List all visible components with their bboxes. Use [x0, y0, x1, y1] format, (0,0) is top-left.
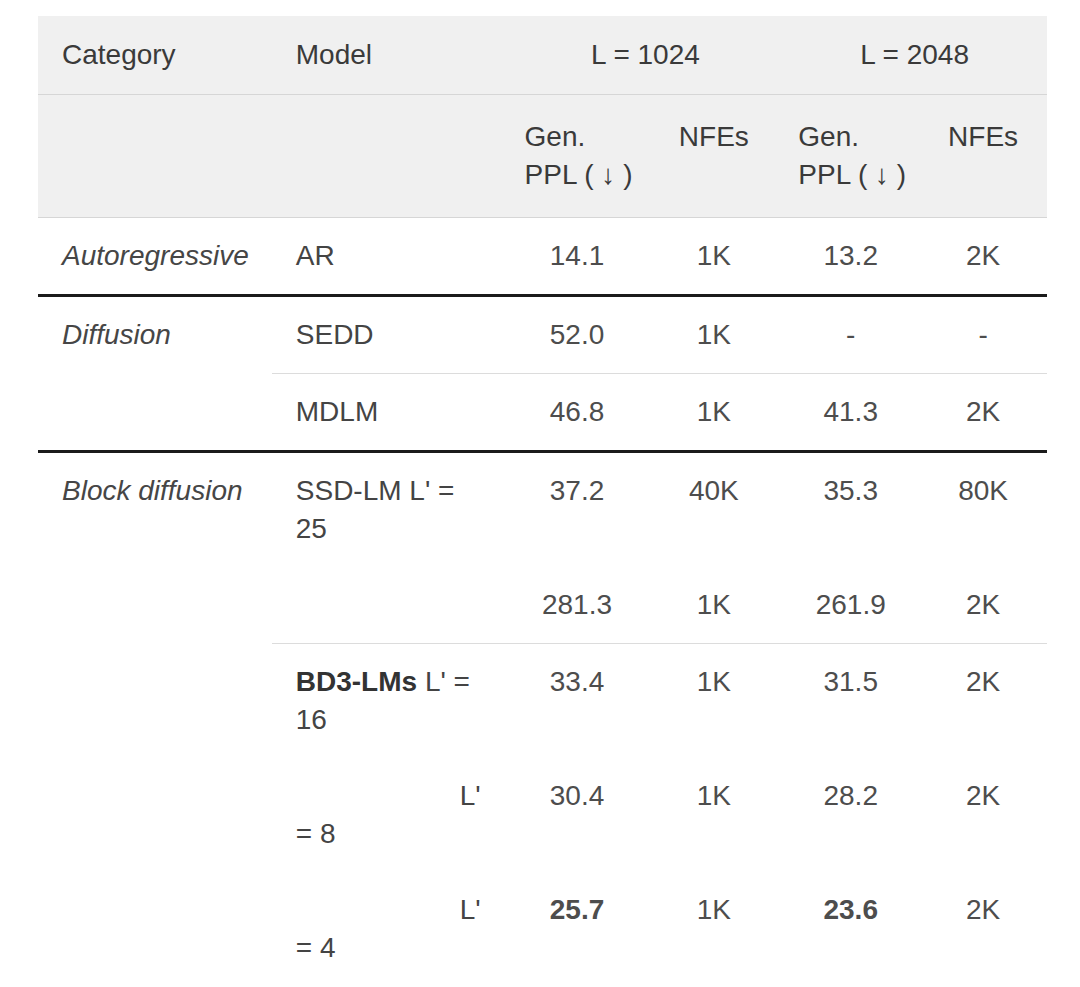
- header-category: Category: [38, 16, 272, 94]
- benchmark-table: Category Model L = 1024 L = 2048 Gen. PP…: [38, 16, 1047, 986]
- model-line: AR: [296, 237, 481, 275]
- model-name-text: = 8: [296, 818, 336, 849]
- header-group-l2048: L = 2048: [782, 16, 1047, 94]
- nfes-value: 40K: [645, 453, 782, 567]
- model-cell: SEDD: [272, 297, 509, 373]
- gen-ppl-value: -: [782, 297, 919, 373]
- category-cell: [38, 872, 272, 986]
- gen-ppl-value: 30.4: [509, 758, 646, 872]
- gen-ppl-value: 33.4: [509, 643, 646, 758]
- model-name-text: L': [460, 894, 481, 925]
- header-gen-ppl-line1: Gen.: [525, 118, 646, 156]
- gen-ppl-value: 41.3: [782, 373, 919, 450]
- header-model: Model: [272, 16, 509, 94]
- nfes-value: 1K: [645, 758, 782, 872]
- gen-ppl-value: 23.6: [782, 872, 919, 986]
- table-row: MDLM 46.81K41.32K: [38, 373, 1047, 450]
- nfes-value: 2K: [919, 567, 1047, 643]
- category-cell: [38, 567, 272, 643]
- gen-ppl-value: 37.2: [509, 453, 646, 567]
- nfes-value: 1K: [645, 297, 782, 373]
- model-cell: AR: [272, 218, 509, 294]
- header-spacer: [272, 95, 509, 217]
- model-name-text: 16: [296, 704, 327, 735]
- model-line: MDLM: [296, 393, 481, 431]
- model-cell: MDLM: [272, 373, 509, 450]
- header-row-groups: Category Model L = 1024 L = 2048: [38, 16, 1047, 95]
- header-nfes-1: NFEs: [645, 95, 782, 217]
- nfes-value: 1K: [645, 218, 782, 294]
- model-cell: [272, 567, 509, 643]
- table-row: L' = 8 30.41K28.22K: [38, 758, 1047, 872]
- header-gen-ppl-line2: PPL ( ↓ ): [798, 156, 919, 194]
- header-gen-ppl-1: Gen. PPL ( ↓ ): [509, 95, 646, 217]
- gen-ppl-value: 281.3: [509, 567, 646, 643]
- nfes-value: 2K: [919, 218, 1047, 294]
- model-cell: SSD-LM L' = 25: [272, 453, 509, 567]
- gen-ppl-value: 35.3: [782, 453, 919, 567]
- model-line: BD3-LMs L' =: [296, 663, 481, 701]
- gen-ppl-value: 25.7: [509, 872, 646, 986]
- category-cell: [38, 758, 272, 872]
- model-line: L': [296, 777, 481, 815]
- model-name-text: SEDD: [296, 319, 374, 350]
- header-group-l1024: L = 1024: [509, 16, 783, 94]
- category-cell: [38, 373, 272, 450]
- table-row: Block diffusion SSD-LM L' = 25 37.240K35.38…: [38, 450, 1047, 567]
- gen-ppl-value: 13.2: [782, 218, 919, 294]
- header-nfes-2: NFEs: [919, 95, 1047, 217]
- table-row: L' = 4 25.71K23.62K: [38, 872, 1047, 986]
- nfes-value: 1K: [645, 872, 782, 986]
- gen-ppl-value: 31.5: [782, 643, 919, 758]
- nfes-value: 1K: [645, 373, 782, 450]
- category-cell: [38, 643, 272, 758]
- nfes-value: -: [919, 297, 1047, 373]
- table-row: BD3-LMs L' =1633.41K31.52K: [38, 643, 1047, 758]
- model-line: L': [296, 891, 481, 929]
- nfes-value: 80K: [919, 453, 1047, 567]
- model-line: = 4: [296, 929, 481, 967]
- table-row: 281.31K261.92K: [38, 567, 1047, 643]
- model-name-text: 25: [296, 513, 327, 544]
- category-cell: Block diffusion: [38, 453, 272, 567]
- gen-ppl-value: 14.1: [509, 218, 646, 294]
- model-name-text: AR: [296, 240, 335, 271]
- gen-ppl-value: 46.8: [509, 373, 646, 450]
- model-cell: BD3-LMs L' =16: [272, 643, 509, 758]
- nfes-value: 2K: [919, 643, 1047, 758]
- page: Category Model L = 1024 L = 2048 Gen. PP…: [0, 0, 1080, 987]
- table-body: AutoregressiveAR14.11K13.22KDiffusionSED…: [38, 218, 1047, 986]
- model-line: 16: [296, 701, 481, 739]
- header-row-subcolumns: Gen. PPL ( ↓ ) NFEs Gen. PPL ( ↓ ) NFEs: [38, 95, 1047, 217]
- model-line: = 8: [296, 815, 481, 853]
- model-name-text: SSD-LM L' =: [296, 475, 455, 506]
- model-name-text: L' =: [417, 666, 470, 697]
- model-line: SEDD: [296, 316, 481, 354]
- category-cell: Autoregressive: [38, 218, 272, 294]
- header-spacer: [38, 95, 272, 217]
- model-cell: L' = 8: [272, 758, 509, 872]
- model-name-text: L': [460, 780, 481, 811]
- gen-ppl-value: 52.0: [509, 297, 646, 373]
- model-name-text: = 4: [296, 932, 336, 963]
- nfes-value: 2K: [919, 758, 1047, 872]
- nfes-value: 1K: [645, 643, 782, 758]
- nfes-value: 1K: [645, 567, 782, 643]
- model-line: 25: [296, 510, 481, 548]
- model-name-bold: BD3-LMs: [296, 666, 417, 697]
- nfes-value: 2K: [919, 872, 1047, 986]
- header-gen-ppl-line1: Gen.: [798, 118, 919, 156]
- model-name-text: MDLM: [296, 396, 378, 427]
- model-line: SSD-LM L' =: [296, 472, 481, 510]
- table-header: Category Model L = 1024 L = 2048 Gen. PP…: [38, 16, 1047, 218]
- category-cell: Diffusion: [38, 297, 272, 373]
- table-row: DiffusionSEDD52.01K--: [38, 294, 1047, 373]
- model-cell: L' = 4: [272, 872, 509, 986]
- nfes-value: 2K: [919, 373, 1047, 450]
- header-gen-ppl-line2: PPL ( ↓ ): [525, 156, 646, 194]
- table-row: Autoregressive AR 14.11K13.22K: [38, 218, 1047, 294]
- header-gen-ppl-2: Gen. PPL ( ↓ ): [782, 95, 919, 217]
- gen-ppl-value: 28.2: [782, 758, 919, 872]
- gen-ppl-value: 261.9: [782, 567, 919, 643]
